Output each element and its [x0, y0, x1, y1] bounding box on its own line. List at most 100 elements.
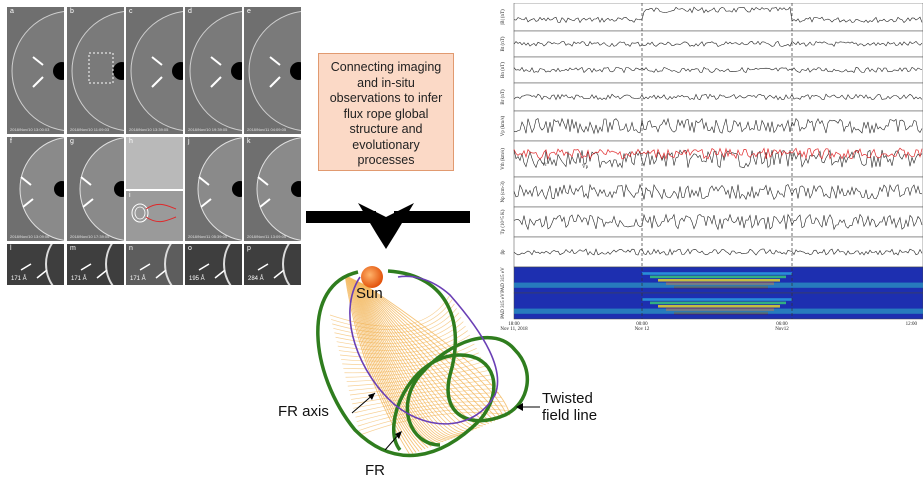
callout-line-3: observations to infer: [329, 91, 443, 105]
image-content: [189, 11, 242, 131]
insitu-series-line: [513, 66, 923, 74]
fr-axis-label: FR axis: [278, 403, 329, 420]
flux-rope-strand: [347, 276, 426, 450]
flux-rope-strand: [354, 279, 462, 436]
flux-rope-strand: [354, 392, 499, 414]
insitu-panel-frame: [513, 206, 923, 238]
insitu-panel-frame: [513, 110, 923, 142]
flux-rope-strand: [356, 400, 504, 423]
time-axis-label: 12:00: [906, 322, 918, 327]
image-content: [248, 11, 301, 131]
panel-timestamp: 2018/Nov/10 11:09:03: [70, 127, 110, 132]
twisted-pointer-head: [516, 403, 523, 411]
panel-letter: o: [188, 245, 192, 252]
panel-letter: f: [10, 138, 12, 145]
coronagraph-image-grid: a 2018/Nov/10 13:00:03 b 2018/Nov/10 11:09:…: [7, 7, 303, 285]
flux-rope-strand: [361, 282, 493, 423]
flux-rope-strand: [347, 365, 486, 387]
insitu-panel-label: Vp (km/s): [501, 115, 506, 136]
flux-rope-strand: [364, 284, 508, 417]
panel-timestamp: 2018/Nov/10 17:39:05: [70, 234, 110, 239]
flux-rope-strand: [353, 279, 453, 439]
image-content: [80, 244, 114, 285]
flux-rope-strand: [355, 280, 465, 435]
spectrogram-band: [650, 275, 786, 279]
panel-letter: e: [247, 8, 251, 15]
spectrogram-band: [514, 308, 923, 314]
panel-letter: d: [188, 8, 192, 15]
image-panel-a: a 2018/Nov/10 13:00:03: [7, 7, 64, 134]
pitch-angle-spectrograms: [514, 272, 923, 315]
flux-rope-strand: [346, 275, 420, 452]
image-panel-c: c 2018/Nov/10 13:39:05: [126, 7, 183, 134]
flux-rope-strand: [359, 412, 511, 436]
insitu-axis-labels: |B| (nT) Bt (nT) Bn (nT) Br (nT) Vp (km/s) Vt…: [500, 9, 917, 332]
callout-line-5: structure and: [349, 122, 423, 136]
vp-series-label: Vp: [582, 165, 589, 170]
panel-timestamp: 2018/Nov/11 13:09:05: [247, 234, 287, 239]
panel-timestamp: 2018/Nov/11 04:09:05: [247, 127, 287, 132]
insitu-series-line: [513, 93, 923, 101]
vr-series-label: Vr: [542, 163, 547, 168]
flux-rope-strand: [358, 408, 508, 431]
flux-rope-strand: [349, 277, 435, 446]
panel-wavelength: 284 Å: [248, 276, 264, 282]
arrow-left-bar: [306, 211, 376, 223]
flux-rope-strand: [349, 374, 491, 396]
insitu-panel-label: |B| (nT): [501, 9, 506, 25]
flux-rope-axis: [349, 275, 499, 425]
panel-letter: b: [70, 8, 74, 15]
image-panel-b: b 2018/Nov/10 11:09:03: [67, 7, 124, 134]
panel-letter: m: [70, 245, 76, 252]
panel-letter: a: [10, 8, 14, 15]
flux-rope-body: [329, 274, 511, 456]
image-content: [257, 244, 291, 285]
flux-rope-strand: [352, 383, 495, 405]
image-panel-k: k 2018/Nov/11 13:09:05: [244, 137, 301, 241]
insitu-panel-frame: [513, 3, 923, 32]
image-content: [71, 11, 124, 131]
insitu-panel-label: Bt (nT): [501, 36, 506, 51]
spectrogram-band: [650, 301, 786, 305]
sun-icon: [361, 266, 383, 288]
image-content: [139, 244, 173, 285]
image-content: [197, 137, 242, 241]
panel-timestamp: 2018/Nov/10 13:39:05: [129, 127, 169, 132]
insitu-panel-label: Np (cm-3): [501, 181, 506, 202]
twisted-label-line-2: field line: [542, 407, 598, 424]
panel-letter: j: [188, 138, 190, 145]
insitu-series-line: [513, 213, 923, 231]
panel-timestamp: 2018/Nov/10 19:39:05: [188, 127, 228, 132]
flux-rope-strand: [339, 334, 471, 358]
panel-letter: n: [129, 245, 133, 252]
panel-letter: i: [129, 192, 131, 199]
flux-rope-strand: [364, 284, 511, 416]
flux-rope-strand: [356, 280, 468, 434]
panel-wavelength: 171 Å: [11, 276, 27, 282]
sun-label: Sun: [356, 285, 383, 302]
panel-letter: c: [129, 8, 133, 15]
fr-axis-pointer-head: [368, 393, 375, 400]
converging-arrow: [306, 203, 470, 249]
callout-line-6: evolutionary: [352, 137, 420, 152]
twisted-field-line-right: [387, 269, 530, 447]
insitu-series-line: [513, 117, 923, 135]
image-panel-f: f 2018/Nov/10 13:09:06: [7, 137, 64, 241]
insitu-panels: [513, 3, 923, 320]
image-panel-p: p 284 Å: [244, 244, 301, 285]
spectrogram-band: [642, 298, 792, 301]
insitu-series-line: [513, 6, 923, 24]
flux-rope-strand: [351, 379, 493, 400]
flux-rope-strand: [361, 283, 496, 422]
panel-timestamp: 2018/Nov/11 05:39:05: [188, 234, 228, 239]
flux-rope-strand: [329, 294, 451, 327]
fr-label: FR: [365, 462, 385, 479]
insitu-panel-label: βp: [501, 249, 506, 255]
flux-rope-strand: [342, 343, 475, 366]
flux-rope-strand: [363, 284, 505, 418]
callout-line-2: and in-situ: [357, 75, 415, 90]
callout-line-7: processes: [357, 153, 415, 167]
flux-rope-strand: [353, 387, 497, 409]
insitu-panel-label: Tp (10^5 K): [501, 209, 506, 234]
image-content: [19, 137, 64, 241]
